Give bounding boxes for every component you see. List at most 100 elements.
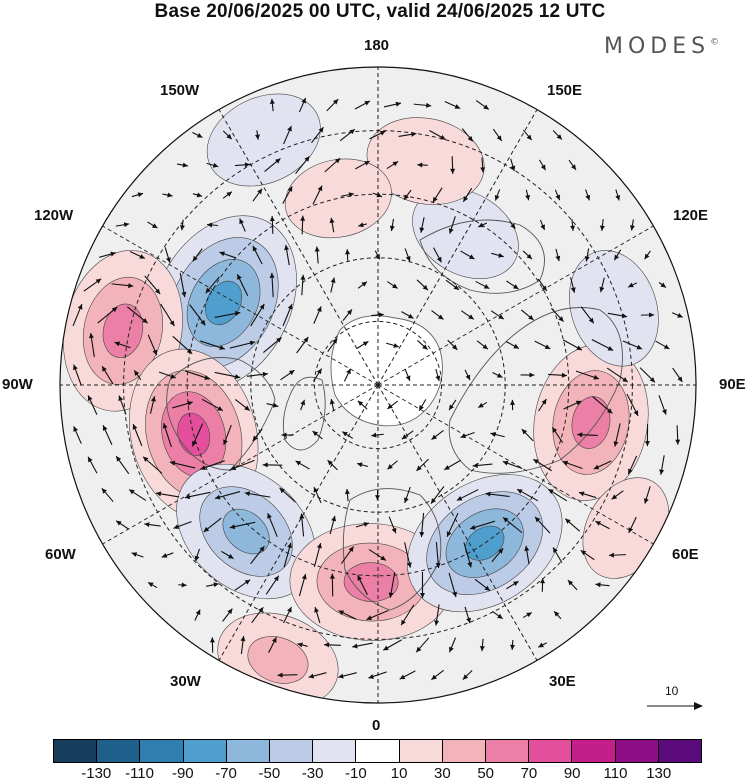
wind-vector — [344, 249, 350, 261]
wind-vector — [354, 100, 371, 110]
wind-vector — [575, 370, 600, 380]
latitude-circle — [123, 130, 633, 640]
lon-label-90w: 90W — [2, 376, 33, 393]
wind-vector — [230, 459, 255, 471]
wind-vector — [296, 336, 309, 354]
latitude-circle — [250, 257, 506, 513]
wind-vector — [585, 189, 591, 201]
wind-vector — [417, 162, 428, 168]
wind-vector — [540, 578, 546, 592]
colorbar-swatch — [486, 740, 530, 762]
europe-coast — [342, 488, 442, 611]
wind-vector — [477, 222, 488, 228]
wind-vector — [551, 307, 564, 323]
wind-vector — [73, 364, 82, 386]
colorbar-swatch — [572, 740, 616, 762]
wind-vector — [434, 604, 440, 626]
wind-scale-arrow — [647, 702, 703, 710]
wind-vector — [494, 189, 501, 201]
wind-vector — [355, 522, 370, 528]
wind-vector — [366, 609, 389, 621]
wind-vector — [460, 250, 475, 260]
wind-vector — [615, 189, 621, 201]
colorbar-tick-label: 30 — [434, 765, 451, 782]
colorbar-swatch — [183, 740, 227, 762]
wind-vector — [298, 97, 307, 113]
wind-vector — [329, 515, 337, 535]
wind-vector — [252, 428, 263, 442]
wind-vector — [324, 642, 341, 648]
wind-vector — [282, 606, 293, 624]
wind-vector — [469, 520, 496, 530]
colorbar-tick-label: -70 — [215, 765, 237, 782]
wind-vector — [613, 423, 621, 447]
wind-vector — [404, 248, 411, 262]
anomaly-contour — [222, 508, 270, 555]
colorbar-swatch — [313, 740, 357, 762]
colorbar-tick-label: -50 — [258, 765, 281, 782]
wind-vector — [627, 282, 638, 288]
wind-vector — [387, 460, 398, 470]
wind-vector — [250, 303, 265, 327]
wind-vector — [431, 429, 444, 441]
meridian-line — [377, 225, 654, 386]
wind-vector — [313, 486, 322, 504]
wind-vector — [534, 340, 551, 350]
colorbar-swatch — [270, 740, 314, 762]
lon-label-120e: 120E — [673, 207, 709, 224]
wind-vector — [282, 186, 293, 204]
wind-vector — [431, 310, 444, 320]
wind-vector — [613, 249, 622, 261]
wind-vector — [524, 545, 530, 565]
wind-vector — [400, 604, 415, 626]
wind-vector — [205, 276, 220, 294]
wind-vector — [570, 219, 576, 231]
wind-vector — [191, 423, 204, 447]
wind-vector — [118, 395, 127, 415]
wind-vector — [269, 272, 275, 298]
wind-vector — [172, 335, 193, 355]
colorbar-swatch — [658, 740, 702, 762]
wind-vector — [580, 549, 595, 561]
colorbar-swatch — [54, 740, 98, 762]
wind-vector — [357, 400, 368, 410]
wind-vector — [492, 128, 503, 142]
wind-vector — [659, 455, 665, 475]
wind-vector — [299, 513, 305, 537]
wind-vector — [162, 192, 173, 198]
wind-vector — [369, 130, 386, 140]
anomaly-contour — [343, 562, 399, 602]
wind-vector — [221, 550, 234, 560]
colorbar-tick-label: -130 — [81, 765, 112, 782]
wind-vector — [506, 580, 519, 590]
wind-vector — [144, 522, 161, 528]
wind-vector — [464, 606, 471, 624]
wind-vector — [192, 248, 203, 262]
wind-vector — [263, 337, 282, 353]
wind-vector — [356, 462, 369, 468]
wind-vector — [201, 398, 224, 412]
wind-vector — [283, 542, 292, 568]
wind-vector — [356, 340, 369, 350]
wind-vector — [474, 578, 491, 592]
wind-vector — [435, 542, 441, 568]
wind-vector — [341, 431, 354, 439]
wind-vector — [448, 572, 457, 598]
wind-vector — [114, 341, 131, 349]
colorbar-swatch — [356, 740, 400, 762]
wind-vector — [300, 274, 306, 296]
wind-vector — [462, 187, 473, 203]
wind-vector — [97, 306, 118, 324]
anomaly-contour — [284, 158, 392, 239]
wind-vector — [128, 489, 147, 501]
wind-vector — [429, 130, 446, 140]
wind-vector — [268, 637, 277, 653]
wind-vector — [189, 304, 206, 326]
wind-vector — [236, 274, 249, 296]
wind-vector — [265, 575, 280, 595]
wind-vector — [520, 309, 535, 321]
wind-vector — [592, 396, 613, 414]
wind-vector — [639, 367, 656, 383]
wind-vector — [339, 128, 356, 142]
wind-vector — [240, 635, 246, 655]
